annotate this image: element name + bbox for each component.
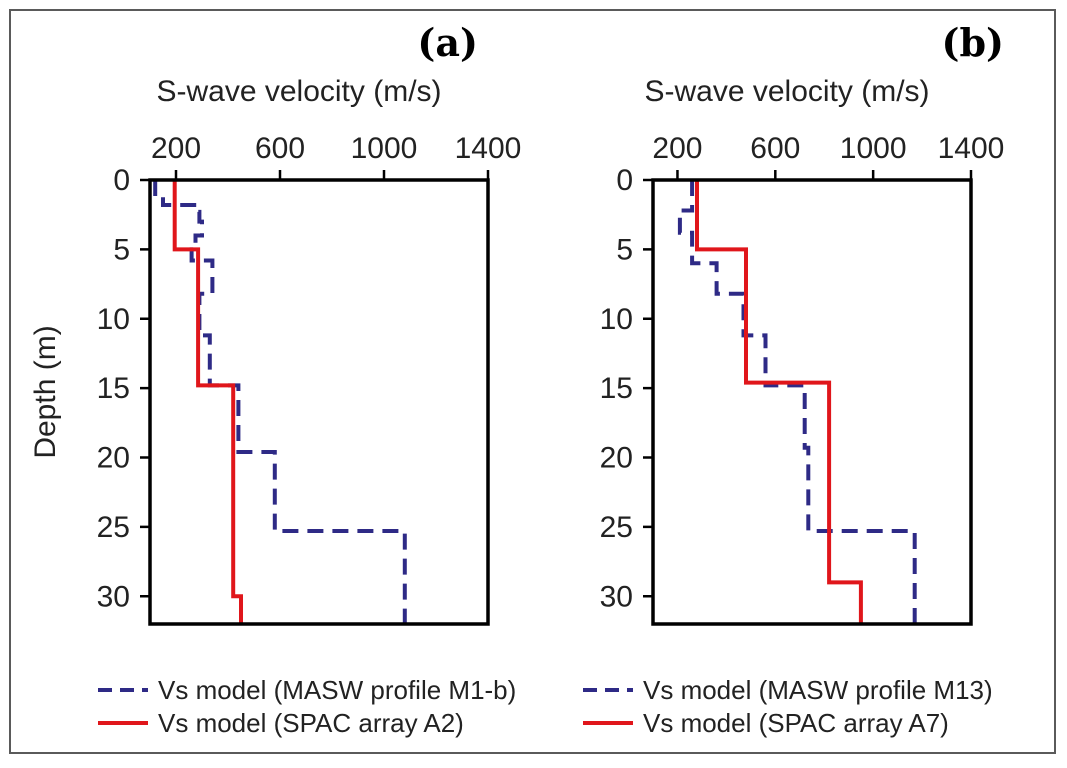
legend-entry-label: Vs model (MASW profile M13): [643, 675, 993, 705]
y-tick-label: 25: [97, 511, 130, 544]
legend-entry-label: Vs model (MASW profile M1-b): [158, 675, 516, 705]
y-tick-label: 20: [600, 442, 633, 475]
y-tick-label: 30: [97, 580, 130, 613]
y-tick-label: 5: [616, 233, 633, 266]
x-tick-label: 1400: [455, 132, 522, 165]
x-axis-title: S-wave velocity (m/s): [156, 75, 441, 108]
masw-series-line: [153, 180, 407, 624]
spac-series-line: [695, 180, 863, 624]
y-tick-label: 25: [600, 511, 633, 544]
x-tick-label: 1000: [840, 132, 907, 165]
y-tick-label: 30: [600, 580, 633, 613]
legend-entry-label: Vs model (SPAC array A2): [158, 708, 464, 738]
y-tick-label: 10: [97, 303, 130, 336]
y-axis-title: Depth (m): [29, 325, 62, 458]
x-tick-label: 200: [652, 132, 702, 165]
x-tick-label: 600: [255, 132, 305, 165]
y-tick-label: 5: [113, 233, 130, 266]
x-tick-label: 600: [750, 132, 800, 165]
y-tick-label: 0: [113, 164, 130, 197]
x-tick-label: 200: [151, 132, 201, 165]
x-tick-label: 1000: [351, 132, 418, 165]
x-tick-label: 1400: [938, 132, 1005, 165]
legend-entry-label: Vs model (SPAC array A7): [643, 708, 949, 738]
y-tick-label: 15: [97, 372, 130, 405]
axes-frame: [148, 178, 490, 626]
panel-label: (a): [417, 20, 478, 65]
axes-frame: [651, 178, 973, 626]
masw-series-line: [677, 180, 917, 624]
spac-series-line: [172, 180, 243, 624]
y-tick-label: 20: [97, 442, 130, 475]
y-tick-label: 0: [616, 164, 633, 197]
y-tick-label: 15: [600, 372, 633, 405]
x-axis-title: S-wave velocity (m/s): [644, 75, 929, 108]
y-tick-label: 10: [600, 303, 633, 336]
panel-label: (b): [941, 20, 1004, 65]
figure-frame: [9, 9, 1056, 754]
